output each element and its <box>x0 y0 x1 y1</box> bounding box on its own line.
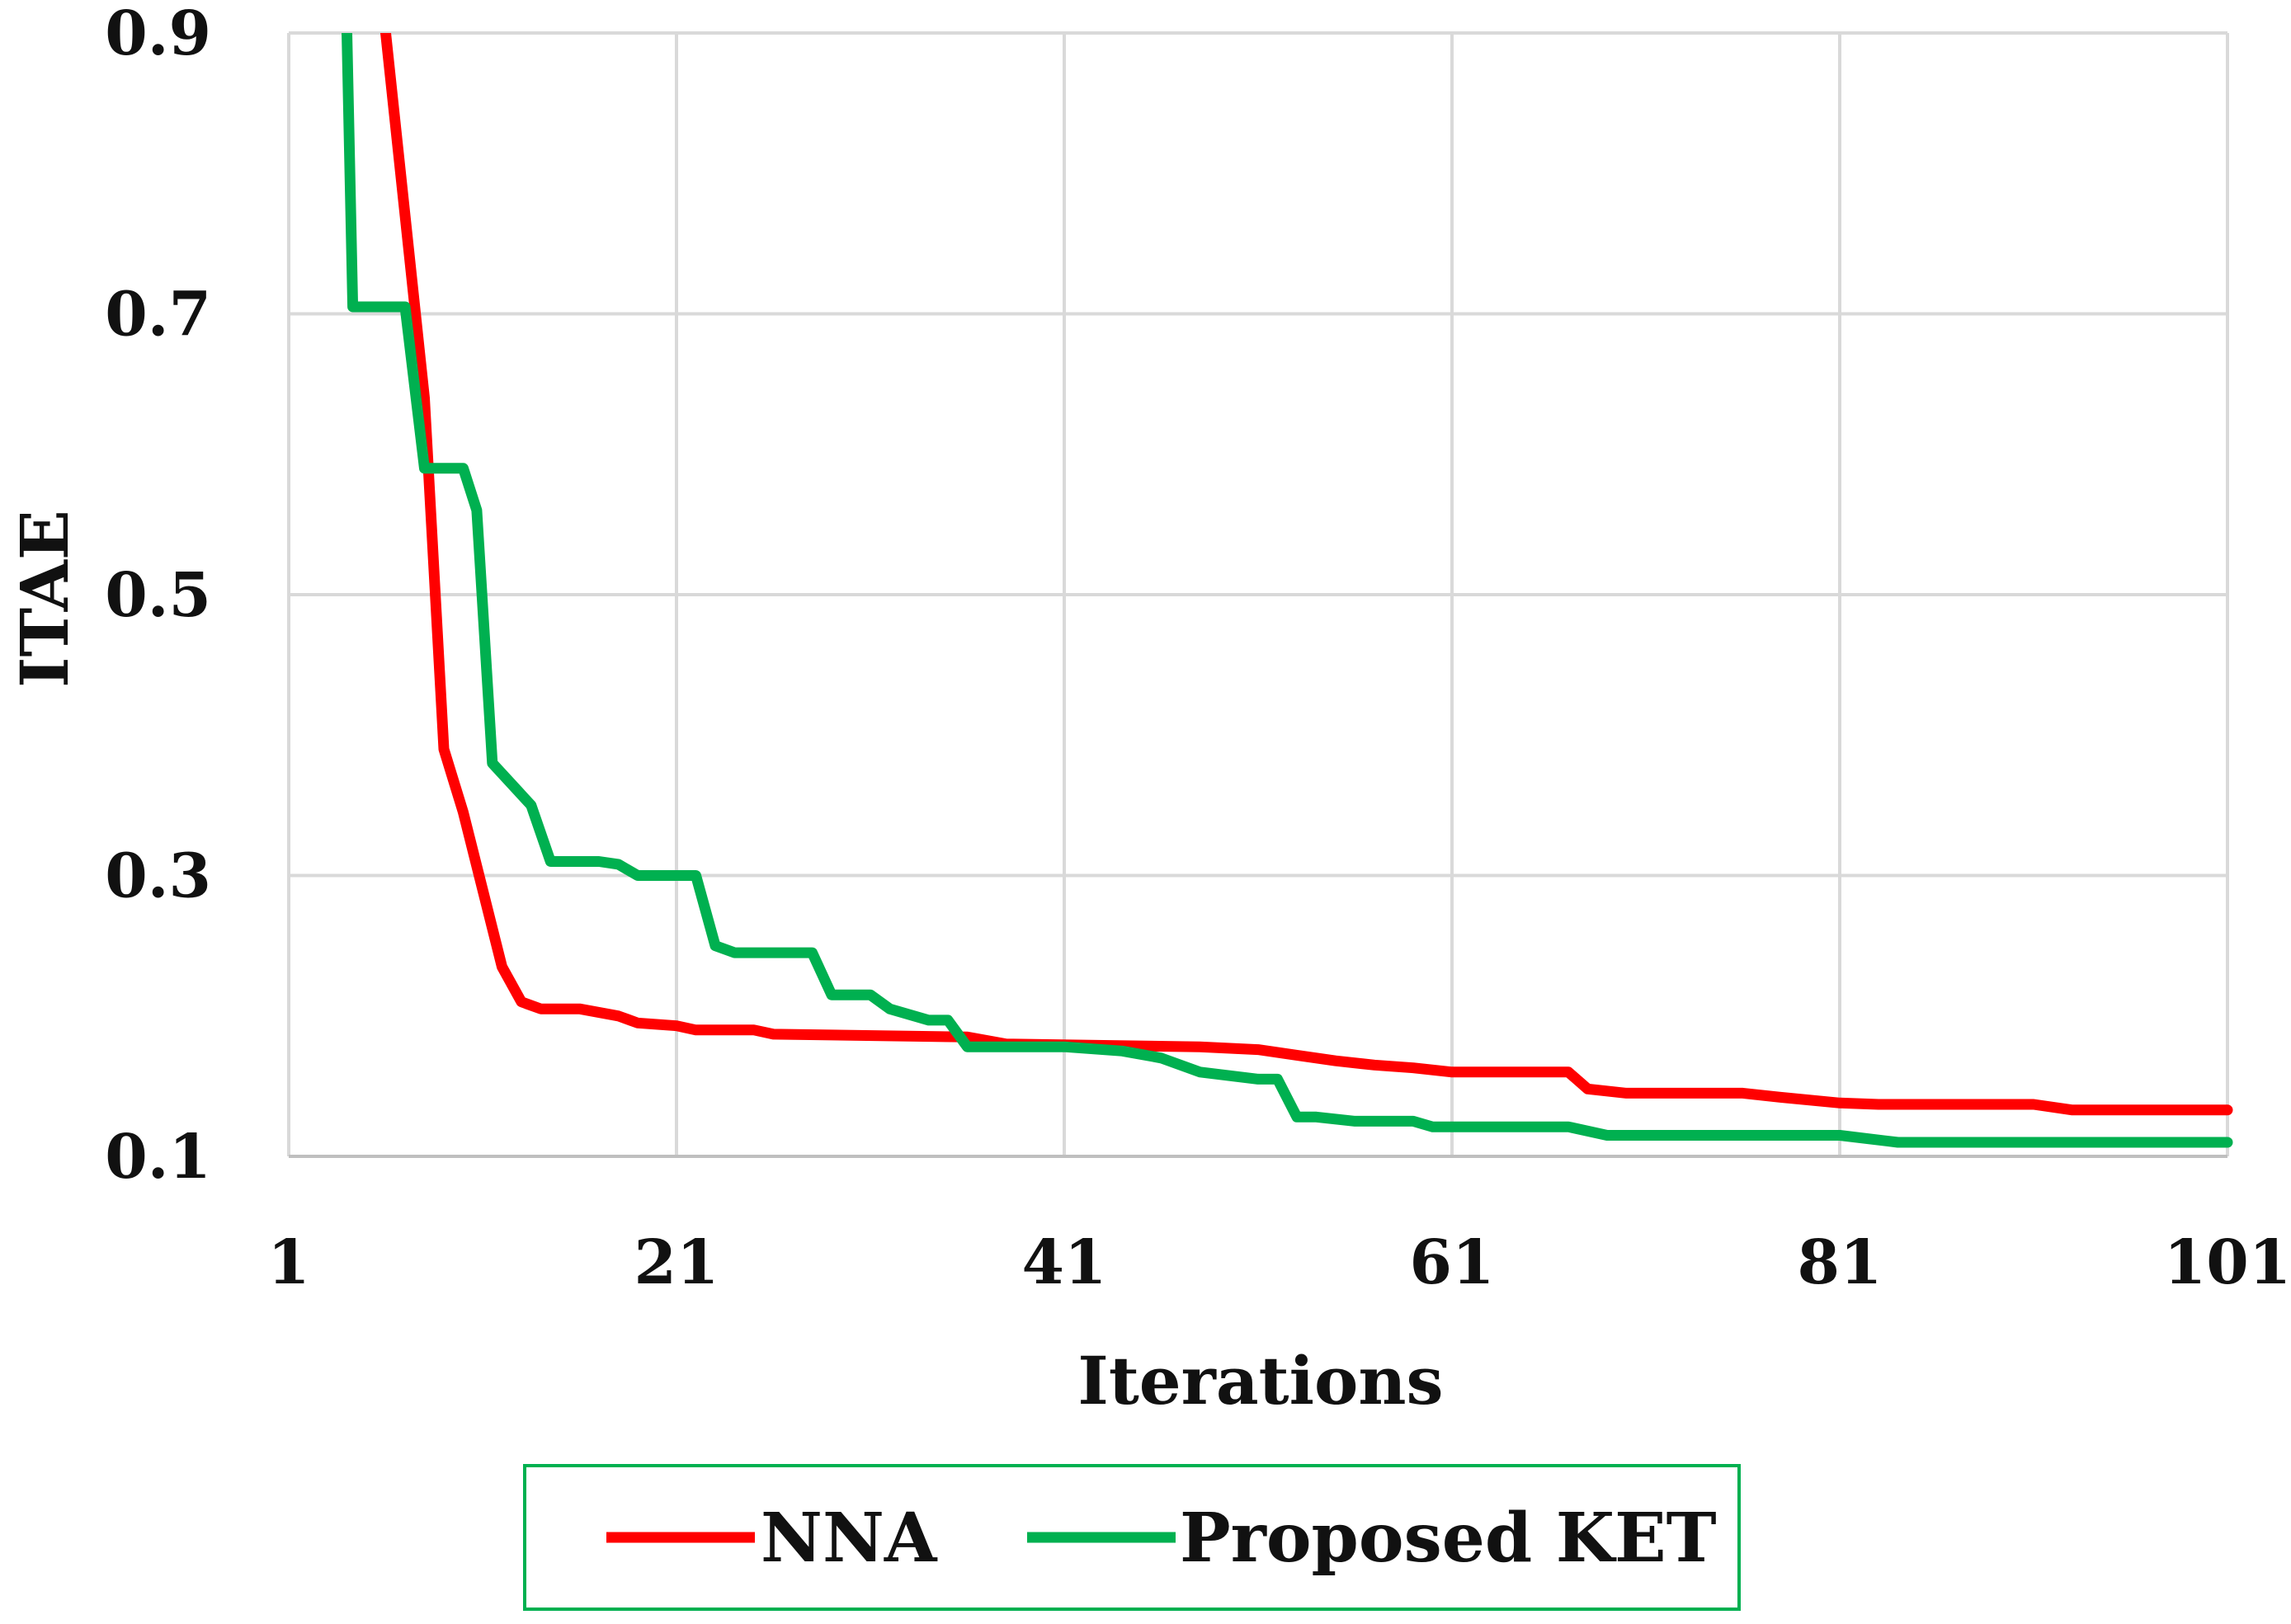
legend: NNA Proposed KET <box>523 1464 1741 1611</box>
tick-labels: 0.1 0.3 0.5 0.7 0.9 1 21 41 61 81 101 <box>105 0 2291 1298</box>
y-tick-label: 0.7 <box>105 280 211 351</box>
y-axis-title: ITAE <box>6 510 83 688</box>
x-tick-label: 61 <box>1410 1227 1495 1298</box>
x-tick-label: 81 <box>1798 1227 1883 1298</box>
x-tick-label: 41 <box>1022 1227 1107 1298</box>
plot-area <box>342 33 2233 1148</box>
y-tick-label: 0.1 <box>105 1122 211 1193</box>
series-line-nna <box>380 33 2233 1116</box>
gridlines <box>287 31 2229 1156</box>
x-tick-label: 21 <box>634 1227 719 1298</box>
legend-label-proposed-ket: Proposed KET <box>1180 1499 1717 1578</box>
x-tick-label: 101 <box>2164 1227 2291 1298</box>
y-tick-label: 0.5 <box>105 560 211 631</box>
y-tick-label: 0.9 <box>105 0 211 69</box>
legend-label-nna: NNA <box>761 1499 938 1578</box>
series-line-proposed-ket <box>342 33 2233 1148</box>
x-tick-label: 1 <box>267 1227 310 1298</box>
y-tick-label: 0.3 <box>105 841 211 912</box>
x-axis-title: Iterations <box>1077 1342 1443 1419</box>
